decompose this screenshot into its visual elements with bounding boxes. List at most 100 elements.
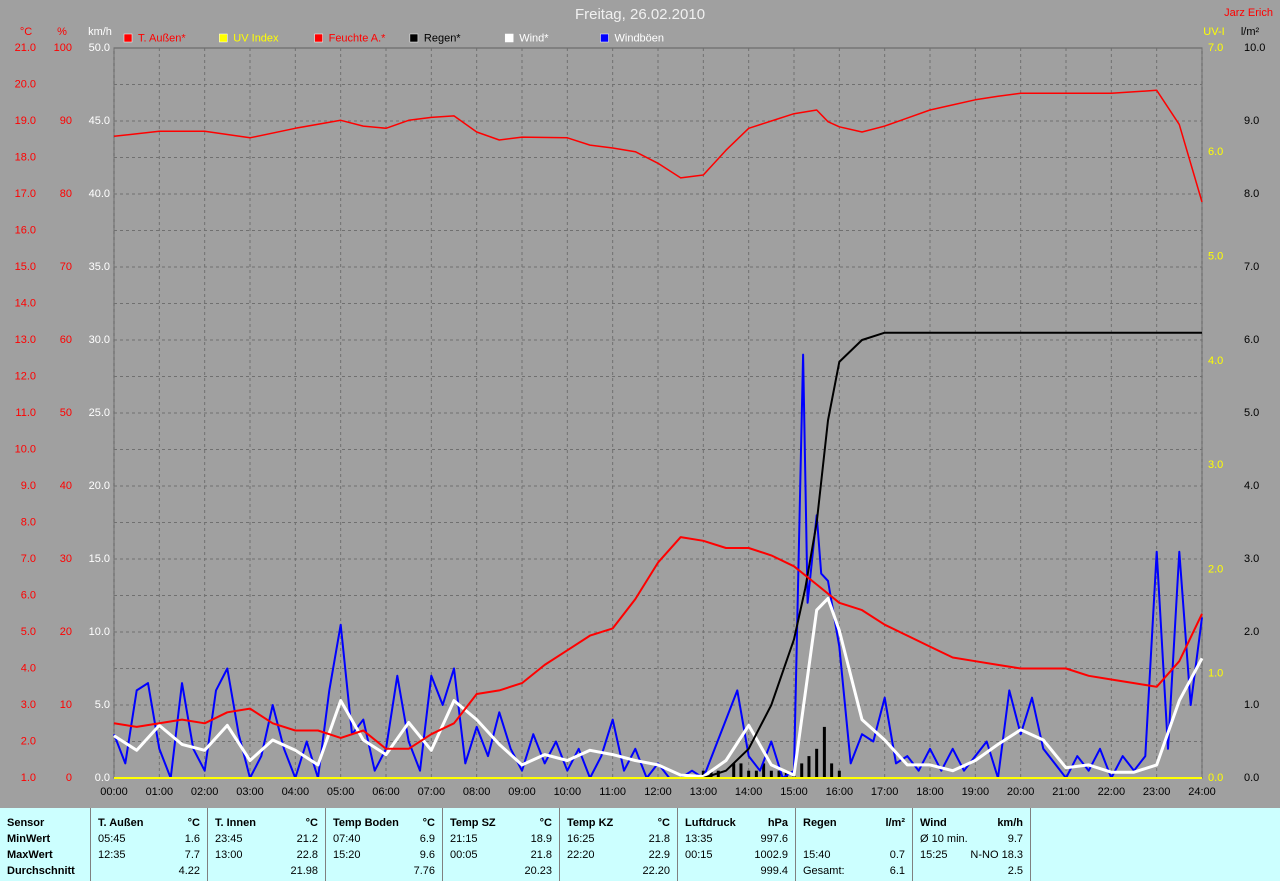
axis-label: l/m² xyxy=(1241,26,1260,38)
column-header: Wind xyxy=(920,817,947,829)
table-cell: 18.9 xyxy=(530,833,552,845)
table-cell: 7.76 xyxy=(413,865,435,877)
rain-bar xyxy=(716,770,720,778)
table-column: Temp KZ °C 16:25 21.8 22:20 22.9 22.20 xyxy=(559,808,677,881)
table-row: 21.98 xyxy=(208,863,325,879)
column-header: Temp SZ xyxy=(450,817,496,829)
y-tick-label: 25.0 xyxy=(89,407,110,419)
y-tick-label: 6.0 xyxy=(1208,146,1223,158)
table-row: Gesamt: 6.1 xyxy=(796,863,912,879)
x-tick-label: 24:00 xyxy=(1188,786,1216,798)
y-tick-label: 8.0 xyxy=(1244,188,1259,200)
x-tick-label: 10:00 xyxy=(554,786,582,798)
y-tick-label: 2.0 xyxy=(21,735,36,747)
y-tick-label: 3.0 xyxy=(1244,553,1259,565)
table-column: T. Außen °C 05:45 1.6 12:35 7.7 4.22 xyxy=(90,808,207,881)
x-tick-label: 22:00 xyxy=(1098,786,1126,798)
table-row: Durchschnitt xyxy=(0,863,90,879)
table-cell: 23:45 xyxy=(215,833,243,845)
table-column: Regen l/m² 15:40 0.7 Gesamt: 6.1 xyxy=(795,808,912,881)
legend-label: UV Index xyxy=(233,32,279,44)
legend-label: Wind* xyxy=(519,32,549,44)
table-header: T. Innen °C xyxy=(208,815,325,831)
table-row: 15:25 N-NO 18.3 xyxy=(913,847,1030,863)
column-unit: °C xyxy=(422,817,435,829)
table-cell: 22:20 xyxy=(567,849,595,861)
x-tick-label: 15:00 xyxy=(780,786,808,798)
table-row: 2.5 xyxy=(913,863,1030,879)
y-tick-label: 16.0 xyxy=(15,224,36,236)
table-row: 00:15 1002.9 xyxy=(678,847,795,863)
y-tick-label: 1.0 xyxy=(1208,668,1223,680)
table-cell: 15:20 xyxy=(333,849,361,861)
table-cell: 20.23 xyxy=(524,865,552,877)
y-tick-label: 7.0 xyxy=(1208,42,1223,54)
rain-bar xyxy=(747,770,751,778)
y-tick-label: 35.0 xyxy=(89,261,110,273)
y-tick-label: 90 xyxy=(60,115,72,127)
x-tick-label: 12:00 xyxy=(644,786,672,798)
row-labels: Sensor MinWert MaxWert Durchschnitt xyxy=(0,808,90,881)
y-tick-label: 60 xyxy=(60,334,72,346)
x-tick-label: 19:00 xyxy=(962,786,990,798)
table-column: T. Innen °C 23:45 21.2 13:00 22.8 21.98 xyxy=(207,808,325,881)
rain-bar xyxy=(837,770,841,778)
x-tick-label: 09:00 xyxy=(508,786,536,798)
x-tick-label: 06:00 xyxy=(372,786,400,798)
table-row: 999.4 xyxy=(678,863,795,879)
table-header: T. Außen °C xyxy=(91,815,207,831)
table-cell: 15:40 xyxy=(803,849,831,861)
table-row: 4.22 xyxy=(91,863,207,879)
chart-title: Freitag, 26.02.2010 xyxy=(575,6,705,23)
y-tick-label: 70 xyxy=(60,261,72,273)
y-tick-label: 14.0 xyxy=(15,297,36,309)
column-header: Regen xyxy=(803,817,837,829)
x-tick-label: 04:00 xyxy=(282,786,310,798)
rain-bar xyxy=(769,770,773,778)
x-tick-label: 01:00 xyxy=(146,786,174,798)
y-tick-label: 20.0 xyxy=(89,480,110,492)
column-header: Luftdruck xyxy=(685,817,736,829)
table-cell: 9.6 xyxy=(419,849,435,861)
table-cell: 1.6 xyxy=(184,833,200,845)
rain-bar xyxy=(807,756,811,778)
x-tick-label: 02:00 xyxy=(191,786,219,798)
y-tick-label: 15.0 xyxy=(15,261,36,273)
legend-label: Windböen xyxy=(615,32,665,44)
table-header: Temp KZ °C xyxy=(560,815,677,831)
y-tick-label: 10 xyxy=(60,699,72,711)
table-cell: Ø 10 min. xyxy=(920,833,968,845)
column-header: T. Innen xyxy=(215,817,256,829)
x-tick-label: 14:00 xyxy=(735,786,763,798)
y-tick-label: 19.0 xyxy=(15,115,36,127)
table-row: 15:40 0.7 xyxy=(796,847,912,863)
rain-bar xyxy=(732,763,736,778)
x-tick-label: 00:00 xyxy=(100,786,128,798)
table-cell: 0.7 xyxy=(889,849,905,861)
column-unit: km/h xyxy=(997,817,1023,829)
legend-swatch xyxy=(504,33,514,43)
column-header: Temp KZ xyxy=(567,817,614,829)
column-unit: hPa xyxy=(767,817,788,829)
table-cell: 22.8 xyxy=(296,849,318,861)
row-label: Durchschnitt xyxy=(7,865,75,877)
table-cell: 15:25 xyxy=(920,849,948,861)
rain-bar xyxy=(784,770,788,778)
y-tick-label: 5.0 xyxy=(21,626,36,638)
table-column: Temp SZ °C 21:15 18.9 00:05 21.8 20.23 xyxy=(442,808,559,881)
table-cell: 1002.9 xyxy=(754,849,788,861)
table-header: Wind km/h xyxy=(913,815,1030,831)
y-tick-label: 10.0 xyxy=(15,443,36,455)
y-tick-label: 5.0 xyxy=(95,699,110,711)
table-cell: 21.98 xyxy=(290,865,318,877)
rain-bar xyxy=(754,770,758,778)
y-tick-label: 1.0 xyxy=(21,772,36,784)
y-tick-label: 40.0 xyxy=(89,188,110,200)
series-line xyxy=(113,89,1203,203)
table-row: Sensor xyxy=(0,815,90,831)
table-header: Temp SZ °C xyxy=(443,815,559,831)
rain-bar xyxy=(701,770,705,778)
table-cell: 9.7 xyxy=(1007,833,1023,845)
y-tick-label: 8.0 xyxy=(21,516,36,528)
table-row: 22:20 22.9 xyxy=(560,847,677,863)
